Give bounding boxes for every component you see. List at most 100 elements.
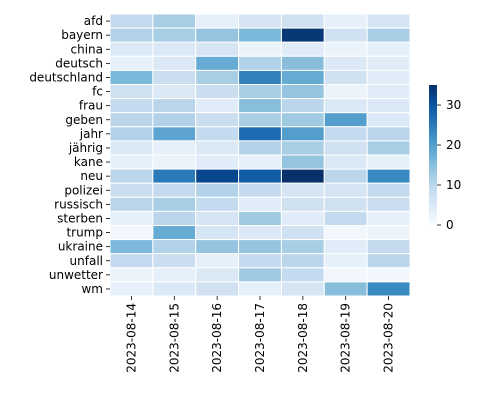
heatmap-cell bbox=[109, 225, 154, 241]
y-tick-label: unfall bbox=[70, 254, 103, 268]
heatmap-cell bbox=[366, 281, 411, 297]
heatmap-cell bbox=[280, 140, 325, 156]
heatmap-cell bbox=[280, 281, 325, 297]
heatmap-cell bbox=[195, 112, 240, 128]
heatmap-cell bbox=[152, 55, 197, 71]
heatmap-cell bbox=[195, 84, 240, 100]
x-axis-tick-labels: 2023-08-14 2023-08-15 2023-08-16 2023-08-17… bbox=[124, 296, 396, 373]
heatmap-cell bbox=[238, 98, 282, 114]
heatmap-cell bbox=[195, 69, 240, 86]
heatmap-cell bbox=[109, 267, 154, 283]
colorbar: 0 10 20 30 bbox=[429, 85, 461, 232]
heatmap-cell bbox=[238, 210, 282, 226]
heatmap-cell bbox=[152, 84, 197, 100]
heatmap-cell bbox=[109, 182, 154, 198]
heatmap-cell bbox=[109, 253, 154, 269]
heatmap-cell bbox=[152, 182, 197, 198]
y-tick-label: wm bbox=[81, 282, 103, 296]
heatmap-cell bbox=[109, 126, 154, 142]
heatmap-cell bbox=[280, 225, 325, 241]
heatmap-cell bbox=[195, 239, 240, 255]
heatmap-cell bbox=[366, 168, 411, 184]
heatmap-cell bbox=[323, 69, 368, 86]
heatmap-cell bbox=[152, 27, 197, 43]
heatmap-cell bbox=[280, 27, 325, 43]
heatmap-cell bbox=[323, 239, 368, 255]
heatmap-cell bbox=[109, 281, 154, 297]
colorbar-tick-label: 30 bbox=[446, 98, 461, 112]
heatmap-cell bbox=[109, 55, 154, 71]
heatmap-cell bbox=[109, 112, 154, 128]
y-tick-label: china bbox=[71, 42, 104, 56]
x-tick-label: 2023-08-15 bbox=[167, 303, 181, 373]
heatmap-cell bbox=[323, 84, 368, 100]
heatmap-cell bbox=[280, 126, 325, 142]
y-tick-label: fc bbox=[92, 85, 103, 99]
colorbar-tick-label: 0 bbox=[446, 218, 454, 232]
colorbar-tick-label: 20 bbox=[446, 138, 461, 152]
heatmap-cell bbox=[238, 182, 282, 198]
heatmap-cell bbox=[366, 13, 411, 29]
heatmap-cell bbox=[238, 112, 282, 128]
y-axis-tick-labels: afdbayernchinadeutschdeutschlandfcfrauge… bbox=[29, 14, 110, 296]
heatmap-cell bbox=[109, 41, 154, 57]
x-tick-label: 2023-08-18 bbox=[296, 303, 310, 373]
heatmap-cell bbox=[366, 267, 411, 283]
heatmap-cell bbox=[152, 112, 197, 128]
heatmap-cell bbox=[366, 239, 411, 255]
heatmap-cell bbox=[323, 112, 368, 128]
heatmap-cell bbox=[195, 267, 240, 283]
heatmap-cell bbox=[280, 154, 325, 170]
heatmap-cell bbox=[152, 98, 197, 114]
heatmap-cell bbox=[109, 98, 154, 114]
x-tick-label: 2023-08-14 bbox=[124, 303, 138, 373]
heatmap-cell bbox=[280, 267, 325, 283]
heatmap-cell bbox=[195, 253, 240, 269]
heatmap-cell bbox=[238, 140, 282, 156]
y-tick-label: frau bbox=[79, 99, 103, 113]
heatmap-cell bbox=[195, 55, 240, 71]
heatmap-cell bbox=[323, 196, 368, 212]
heatmap-cell bbox=[109, 13, 154, 29]
heatmap-cell bbox=[366, 182, 411, 198]
heatmap-cell bbox=[366, 154, 411, 170]
y-tick-label: bayern bbox=[61, 28, 103, 42]
colorbar-tick-label: 10 bbox=[446, 178, 461, 192]
heatmap-cell bbox=[109, 27, 154, 43]
heatmap-cell bbox=[109, 69, 154, 86]
heatmap-cell bbox=[366, 112, 411, 128]
heatmap-cell bbox=[238, 239, 282, 255]
heatmap-cell bbox=[238, 41, 282, 57]
colorbar-gradient bbox=[429, 85, 437, 225]
heatmap-cell bbox=[195, 140, 240, 156]
heatmap-cell bbox=[366, 210, 411, 226]
heatmap-cell bbox=[280, 253, 325, 269]
heatmap-cell bbox=[323, 182, 368, 198]
heatmap-cell bbox=[238, 69, 282, 86]
heatmap-cell bbox=[280, 98, 325, 114]
y-tick-label: jahr bbox=[79, 127, 103, 141]
heatmap-cell bbox=[366, 253, 411, 269]
heatmap-cell bbox=[323, 267, 368, 283]
heatmap-cell bbox=[195, 13, 240, 29]
heatmap-cell bbox=[323, 168, 368, 184]
heatmap-cell bbox=[195, 27, 240, 43]
heatmap-cell bbox=[152, 154, 197, 170]
heatmap-cell bbox=[195, 154, 240, 170]
heatmap-cell bbox=[152, 196, 197, 212]
heatmap-cell bbox=[109, 154, 154, 170]
heatmap-cell bbox=[195, 41, 240, 57]
heatmap-cell bbox=[238, 84, 282, 100]
y-tick-label: polizei bbox=[64, 183, 103, 197]
heatmap-cell bbox=[280, 84, 325, 100]
heatmap-cell bbox=[280, 210, 325, 226]
heatmap-cell bbox=[366, 126, 411, 142]
heatmap-cell bbox=[366, 98, 411, 114]
y-tick-label: trump bbox=[66, 226, 103, 240]
heatmap-cell bbox=[280, 69, 325, 86]
heatmap-cell bbox=[152, 69, 197, 86]
heatmap-cell bbox=[366, 55, 411, 71]
heatmap-cell bbox=[323, 98, 368, 114]
heatmap-cell bbox=[195, 126, 240, 142]
